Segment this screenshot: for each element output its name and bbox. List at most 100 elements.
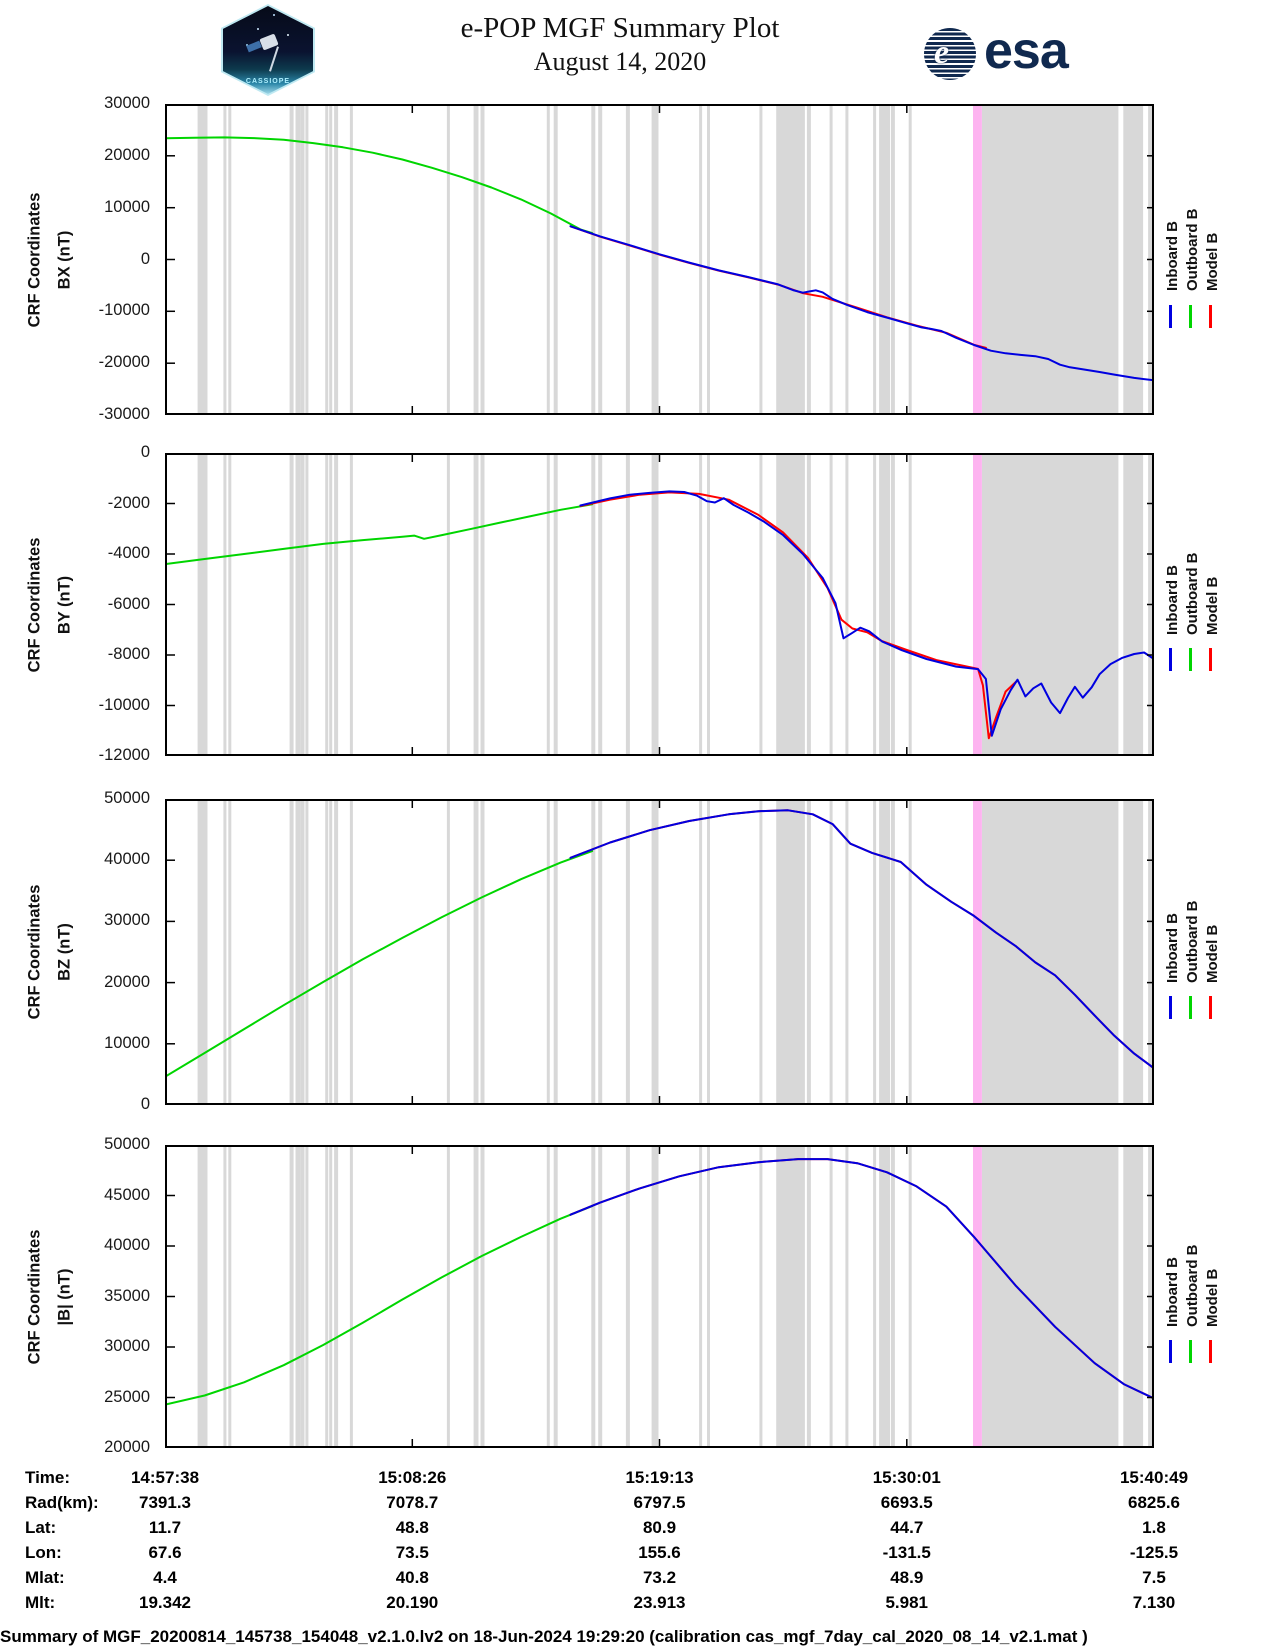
data-gap-band xyxy=(305,104,309,415)
y-tick-label: 25000 xyxy=(104,1387,150,1406)
y-tick-label: 10000 xyxy=(104,197,150,216)
data-gap-band xyxy=(480,799,485,1105)
data-gap-band xyxy=(908,453,912,756)
data-gap-band xyxy=(223,104,227,415)
series-outboard-b xyxy=(165,1205,594,1406)
data-gap-band xyxy=(598,104,603,415)
event-band-pink xyxy=(973,104,982,415)
data-gap-band xyxy=(223,453,227,756)
data-gap-band xyxy=(473,799,479,1105)
table-cell: 155.6 xyxy=(638,1543,681,1562)
y-tick-label: 30000 xyxy=(104,1337,150,1355)
data-gap-band xyxy=(473,1145,479,1448)
legend-label: Outboard B xyxy=(1184,552,1201,635)
table-cell: 67.6 xyxy=(148,1543,182,1562)
data-gap-band xyxy=(223,799,227,1105)
plot-panel-bx xyxy=(165,104,1154,415)
legend-color-stroke xyxy=(1169,1340,1172,1364)
data-gap-band xyxy=(325,1145,329,1448)
esa-globe-icon: e xyxy=(924,28,976,80)
data-gap-band xyxy=(553,799,558,1105)
event-band-pink xyxy=(973,453,982,756)
patch-label: CASSIOPE xyxy=(245,78,291,85)
data-gap-band xyxy=(591,104,596,415)
data-gap-band xyxy=(197,104,208,415)
data-gap-band xyxy=(295,104,301,415)
legend-color-stroke xyxy=(1189,304,1192,328)
legend-color-stroke xyxy=(1209,648,1212,672)
esa-globe-letter: e xyxy=(934,34,950,71)
data-gap-band xyxy=(845,799,849,1105)
y-tick-label: 35000 xyxy=(104,1286,150,1305)
data-gap-band xyxy=(908,799,912,1105)
table-cell: 20.190 xyxy=(386,1593,439,1612)
table-cell: 23.913 xyxy=(633,1593,686,1612)
data-gap-band xyxy=(829,453,833,756)
data-gap-band xyxy=(305,1145,309,1448)
data-gap-band xyxy=(446,799,450,1105)
page-title: e-POP MGF Summary Plot xyxy=(460,12,780,44)
data-gap-band xyxy=(546,1145,550,1448)
table-cell: 7078.7 xyxy=(386,1493,439,1512)
data-gap-band xyxy=(300,453,305,756)
table-row-label: Mlat: xyxy=(25,1568,65,1587)
data-gap-band xyxy=(289,799,294,1105)
data-gap-band xyxy=(651,799,659,1105)
table-cell: 73.5 xyxy=(395,1543,429,1562)
table-cell: 14:57:38 xyxy=(130,1468,200,1487)
table-cell: 15:40:49 xyxy=(1119,1468,1189,1487)
data-gap-band xyxy=(334,1145,339,1448)
data-gap-band xyxy=(707,104,710,415)
data-gap-band xyxy=(295,453,301,756)
legend-label: Model B xyxy=(1204,232,1221,291)
data-gap-band xyxy=(334,104,339,415)
data-gap-band xyxy=(591,453,596,756)
data-gap-band xyxy=(446,1145,450,1448)
cassiope-mission-patch-icon: CASSIOPE xyxy=(221,4,315,96)
y-tick-label: 30000 xyxy=(104,911,150,930)
data-gap-band xyxy=(223,1145,227,1448)
data-gap-band xyxy=(329,1145,333,1448)
y-tick-label: 20000 xyxy=(104,972,150,991)
data-gap-band xyxy=(305,453,309,756)
table-cell: 15:19:13 xyxy=(625,1468,694,1487)
data-gap-band xyxy=(1123,104,1144,415)
table-cell: 11.7 xyxy=(148,1518,182,1537)
data-gap-band xyxy=(776,453,805,756)
data-gap-band xyxy=(546,104,550,415)
y-tick-label: 40000 xyxy=(104,850,150,869)
data-gap-band xyxy=(197,453,208,756)
y-tick-label: 0 xyxy=(140,1095,150,1113)
y-tick-label: 20000 xyxy=(104,1438,150,1456)
y-tick-label: 45000 xyxy=(104,1185,150,1204)
data-gap-band xyxy=(1148,799,1154,1105)
legend-color-stroke xyxy=(1209,996,1212,1020)
table-cell: 4.4 xyxy=(153,1568,177,1587)
data-gap-band xyxy=(806,1145,811,1448)
data-gap-band xyxy=(591,1145,596,1448)
plot-panel-bz xyxy=(165,799,1154,1105)
data-gap-band xyxy=(305,799,309,1105)
data-gap-band xyxy=(890,104,895,415)
data-gap-band xyxy=(446,104,450,415)
table-cell: 44.7 xyxy=(890,1518,924,1537)
data-gap-band xyxy=(806,453,811,756)
data-gap-band xyxy=(480,104,485,415)
series-outboard-b xyxy=(165,850,594,1078)
data-gap-band xyxy=(759,1145,763,1448)
data-gap-band xyxy=(981,104,1119,415)
series-inboard-b xyxy=(579,490,1154,737)
data-gap-band xyxy=(473,104,479,415)
table-cell: 48.8 xyxy=(395,1518,429,1537)
data-gap-band xyxy=(699,104,703,415)
data-gap-band xyxy=(228,799,232,1105)
series-outboard-b xyxy=(165,136,594,235)
y-tick-label: 0 xyxy=(140,249,150,268)
data-gap-band xyxy=(873,453,877,756)
data-gap-band xyxy=(829,799,833,1105)
legend-color-stroke xyxy=(1169,648,1172,672)
data-gap-band xyxy=(759,453,763,756)
data-gap-band xyxy=(625,453,630,756)
table-cell: 48.9 xyxy=(890,1568,924,1587)
data-gap-band xyxy=(873,799,877,1105)
